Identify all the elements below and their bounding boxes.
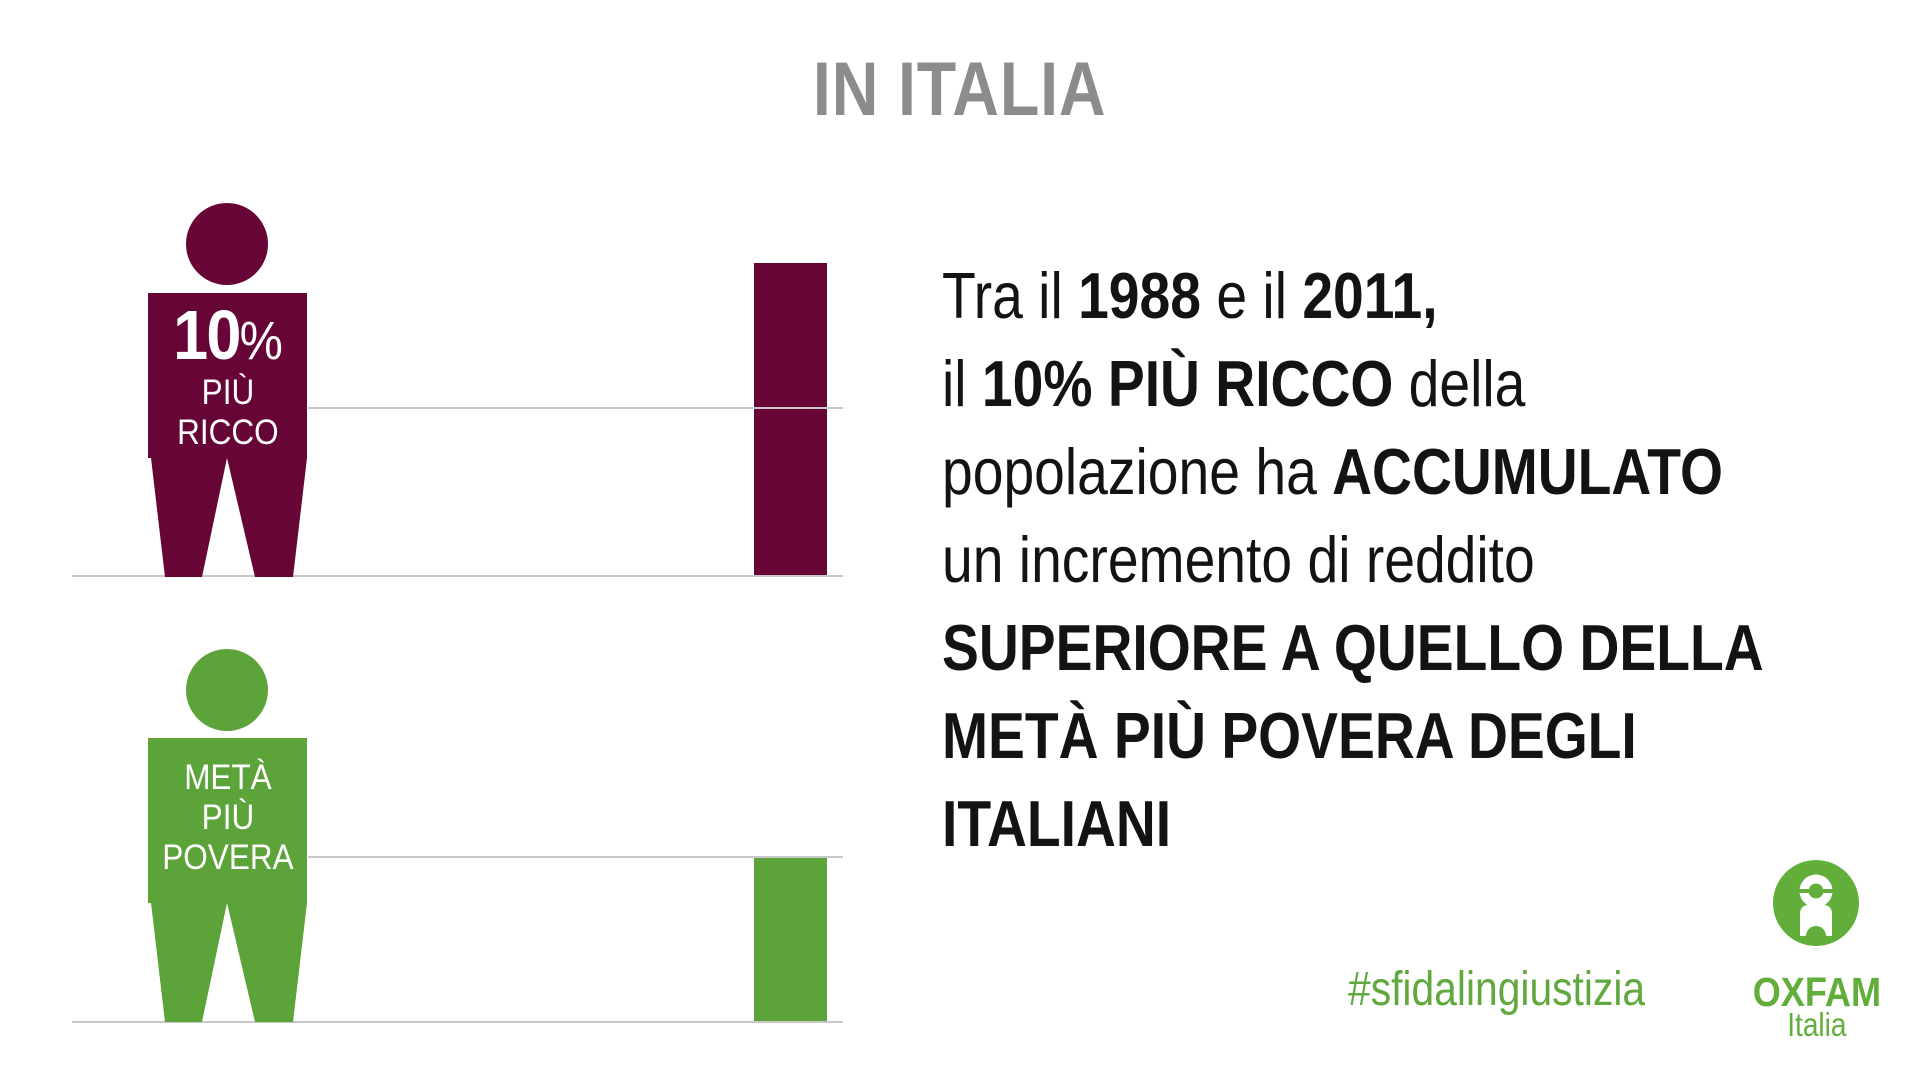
poor-person-legs-icon (151, 903, 307, 1022)
rich-label-line1: PIÙ (201, 373, 254, 412)
main-text: Tra il 1988 e il 2011, il 10% PIÙ RICCO … (942, 252, 1860, 868)
main-text-line2: il 10% PIÙ RICCO della (942, 347, 1526, 420)
ground-line-poor (72, 1021, 843, 1023)
campaign-hashtag: #sfidalingiustizia (1348, 963, 1646, 1016)
main-text-line1: Tra il 1988 e il 2011, (942, 259, 1438, 332)
bar-rich-10pct (754, 263, 827, 577)
page-title-text: IN ITALIA (813, 47, 1107, 132)
rich-label-line2: RICCO (176, 413, 279, 452)
poor-label-line2: PIÙ (201, 798, 254, 837)
rich-percent-sign: % (239, 311, 283, 371)
reference-line-poor (308, 856, 843, 858)
rich-person-head-icon (186, 203, 268, 285)
rich-value: 10 (172, 296, 241, 374)
oxfam-country-label: Italia (1787, 1006, 1847, 1043)
oxfam-logo-icon (1773, 860, 1859, 946)
rich-value-line: 10% (173, 297, 283, 373)
page-title: IN ITALIA (0, 46, 1920, 133)
rich-person-body: 10% PIÙ RICCO (148, 293, 307, 458)
poor-person-label: METÀ PIÙ POVERA (162, 758, 293, 878)
main-text-line6: METÀ PIÙ POVERA DEGLI (942, 699, 1637, 772)
poor-label-line3: POVERA (161, 838, 294, 877)
oxfam-wordmark: OXFAM (1752, 969, 1882, 1015)
bar-poor-half (754, 857, 827, 1023)
main-text-line4: un incremento di reddito (942, 523, 1535, 596)
ground-line-rich (72, 575, 843, 577)
reference-line-rich (308, 407, 843, 409)
poor-label-line1: METÀ (183, 758, 272, 797)
main-text-line5: SUPERIORE A QUELLO DELLA (942, 611, 1764, 684)
poor-person-head-icon (186, 649, 268, 731)
rich-person-label: 10% PIÙ RICCO (173, 297, 283, 453)
main-text-line3: popolazione ha ACCUMULATO (942, 435, 1723, 508)
main-text-line7: ITALIANI (942, 787, 1172, 860)
poor-person-body: METÀ PIÙ POVERA (148, 738, 307, 903)
rich-person-legs-icon (151, 458, 307, 577)
